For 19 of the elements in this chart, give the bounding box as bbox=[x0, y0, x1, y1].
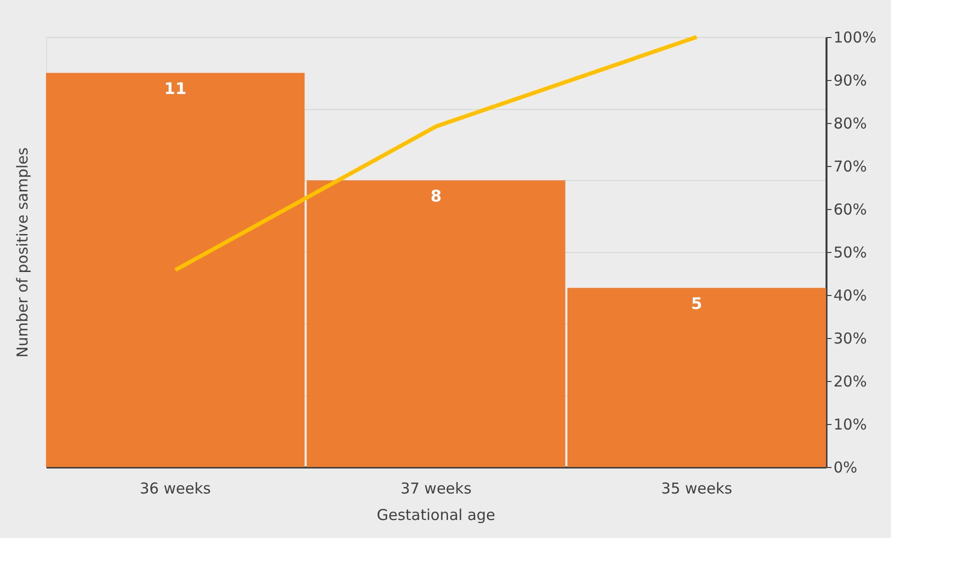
x-tick-label: 37 weeks bbox=[400, 480, 472, 498]
data-label: 11 bbox=[164, 78, 186, 98]
data-label: 8 bbox=[430, 186, 442, 206]
data-label: 5 bbox=[691, 294, 702, 313]
y2-tick-label: 80% bbox=[834, 114, 867, 132]
y2-tick-label: 50% bbox=[834, 244, 867, 262]
y2-tick-label: 100% bbox=[834, 28, 876, 46]
y2-tick-label: 10% bbox=[834, 416, 867, 434]
y2-tick-label: 70% bbox=[834, 158, 867, 176]
x-tick-label: 35 weeks bbox=[661, 480, 732, 498]
y2-tick-label: 0% bbox=[834, 458, 858, 476]
x-tick-label: 36 weeks bbox=[140, 480, 212, 498]
y2-tick-label: 30% bbox=[834, 330, 867, 348]
x-axis-title: Gestational age bbox=[376, 506, 496, 524]
y2-tick-label: 20% bbox=[834, 372, 867, 390]
y-axis-title: Number of positive samples bbox=[14, 147, 32, 358]
y2-tick-label: 40% bbox=[834, 286, 867, 304]
y2-tick-label: 90% bbox=[834, 72, 867, 90]
y2-tick-label: 60% bbox=[834, 200, 867, 218]
